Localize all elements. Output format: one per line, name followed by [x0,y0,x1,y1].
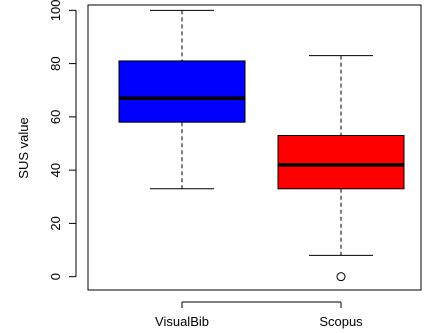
box-visualbib [118,9,246,190]
x-tick-label: VisualBib [155,314,209,329]
x-tick-label: Scopus [319,314,363,329]
y-tick-label: 40 [48,163,63,177]
interquartile-box [118,60,246,123]
interquartile-box [277,135,405,190]
outlier-point [336,272,346,282]
y-tick-label: 100 [48,0,63,21]
y-axis: 0 20 40 60 80 100 [48,0,77,280]
box-scopus [277,55,405,282]
y-tick-label: 20 [48,216,63,230]
y-tick-label: 80 [48,56,63,70]
x-axis: VisualBib Scopus [155,301,363,329]
boxes [118,9,405,282]
y-tick-label: 0 [48,273,63,280]
y-axis-label: SUS value [16,117,31,178]
plot-frame [87,4,422,291]
y-tick-label: 60 [48,110,63,124]
